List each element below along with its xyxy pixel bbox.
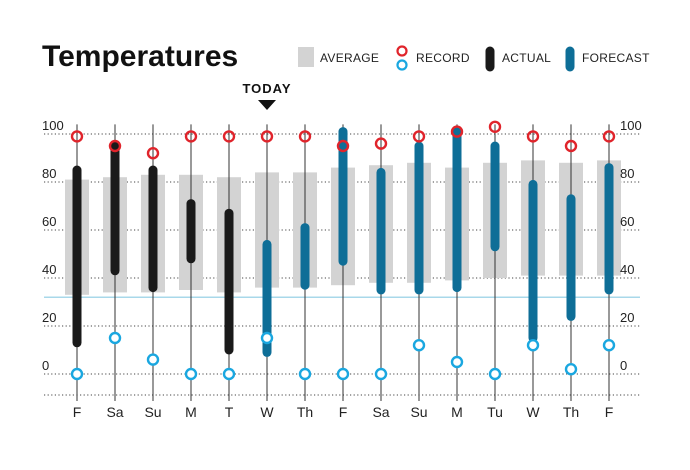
y-tick-right: 40 bbox=[620, 262, 634, 277]
legend-forecast-label: FORECAST bbox=[582, 51, 650, 65]
y-tick-left: 100 bbox=[42, 118, 64, 133]
x-tick-label: Th bbox=[297, 404, 313, 420]
record-low-marker bbox=[412, 339, 426, 352]
x-tick-label: Tu bbox=[487, 404, 503, 420]
y-tick-right: 100 bbox=[620, 118, 642, 133]
record-high-marker bbox=[564, 139, 578, 153]
x-tick-label: W bbox=[260, 404, 274, 420]
record-high-marker bbox=[488, 120, 502, 134]
y-tick-right: 60 bbox=[620, 214, 634, 229]
y-tick-left: 80 bbox=[42, 166, 56, 181]
record-low-marker bbox=[260, 331, 274, 345]
temperature-ranges bbox=[72, 127, 614, 357]
x-tick-label: T bbox=[225, 404, 234, 420]
today-indicator: TODAY bbox=[242, 81, 291, 110]
record-low-marker bbox=[374, 367, 388, 381]
y-tick-left: 60 bbox=[42, 214, 56, 229]
record-high-marker bbox=[222, 130, 236, 143]
x-tick-label: M bbox=[451, 404, 463, 420]
x-tick-label: Sa bbox=[372, 404, 389, 420]
record-low-marker bbox=[70, 367, 84, 381]
y-tick-right: 0 bbox=[620, 358, 627, 373]
today-label: TODAY bbox=[242, 81, 291, 96]
record-low-marker bbox=[108, 331, 122, 345]
y-tick-right: 20 bbox=[620, 310, 634, 325]
y-tick-right: 80 bbox=[620, 166, 634, 181]
chart-title: Temperatures bbox=[42, 40, 238, 73]
x-tick-label: F bbox=[73, 404, 82, 420]
record-high-marker bbox=[260, 130, 274, 143]
record-high-marker bbox=[108, 139, 122, 153]
record-high-marker bbox=[526, 130, 540, 143]
legend: AVERAGE RECORD ACTUAL FORECAST bbox=[298, 45, 650, 72]
y-tick-left: 0 bbox=[42, 358, 49, 373]
record-high-marker bbox=[412, 130, 426, 143]
x-tick-label: Su bbox=[410, 404, 427, 420]
record-low-marker bbox=[488, 367, 502, 381]
legend-actual-label: ACTUAL bbox=[502, 51, 551, 65]
record-low-marker bbox=[184, 367, 198, 381]
record-high-marker bbox=[602, 130, 616, 143]
record-low-marker bbox=[146, 353, 160, 366]
record-high-marker bbox=[146, 146, 160, 160]
record-low-marker bbox=[526, 339, 540, 352]
x-tick-label: Su bbox=[144, 404, 161, 420]
x-tick-label: M bbox=[185, 404, 197, 420]
record-high-marker bbox=[336, 139, 350, 153]
today-arrow bbox=[258, 100, 276, 110]
legend-record-low-marker bbox=[396, 59, 408, 71]
legend-record-high-marker bbox=[396, 45, 408, 57]
record-low-marker bbox=[564, 363, 578, 376]
record-high-marker bbox=[184, 130, 198, 143]
record-low-marker bbox=[222, 367, 236, 381]
x-tick-label: F bbox=[339, 404, 348, 420]
record-high-marker bbox=[70, 130, 84, 143]
record-low-marker bbox=[336, 367, 350, 381]
x-tick-label: Sa bbox=[106, 404, 123, 420]
x-tick-label: F bbox=[605, 404, 614, 420]
y-tick-left: 20 bbox=[42, 310, 56, 325]
y-axis-labels: 0 0 20 20 40 40 60 60 80 80 100 100 bbox=[42, 118, 642, 373]
y-tick-left: 40 bbox=[42, 262, 56, 277]
record-high-marker bbox=[374, 137, 388, 150]
record-low-marker bbox=[450, 355, 464, 369]
legend-average-swatch bbox=[298, 47, 314, 67]
record-high-marker bbox=[298, 130, 312, 143]
legend-average-label: AVERAGE bbox=[320, 51, 379, 65]
record-low-marker bbox=[298, 367, 312, 381]
x-tick-label: Th bbox=[563, 404, 579, 420]
record-high-marker bbox=[450, 125, 464, 138]
record-low-marker bbox=[602, 339, 616, 352]
record-markers bbox=[70, 120, 616, 381]
x-axis-labels: F Sa Su M T W Th F Sa Su M Tu W Th F bbox=[73, 404, 614, 420]
legend-record-label: RECORD bbox=[416, 51, 470, 65]
x-tick-label: W bbox=[526, 404, 540, 420]
